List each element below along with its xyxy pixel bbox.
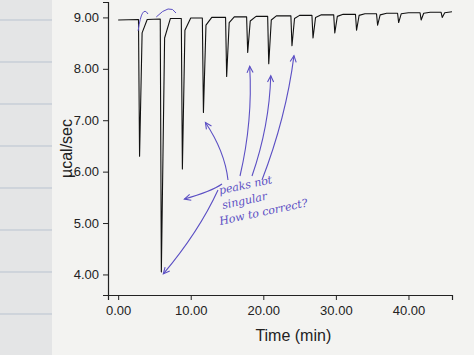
annotation: peaks notsingularHow to correct? [138,9,309,274]
annotation-arrow [262,56,294,180]
tick-label: 4.00 [74,267,99,282]
notebook-line [0,62,52,63]
arrow-head [163,267,169,274]
notebook-line [0,272,52,273]
tick-mark [103,120,108,121]
annotation-arrow [205,123,228,180]
tick-mark [191,295,192,300]
tick-label: 0.00 [106,303,131,318]
paper [0,0,474,355]
tick-mark [408,295,409,300]
annotation-arrow [138,11,148,31]
tick: 10.00 [175,295,208,318]
arrow-head [290,56,296,63]
notebook-line [0,104,52,105]
tick: 4.00 [74,267,108,282]
annotation-arrow [156,9,176,17]
tick-label: 6.00 [74,164,99,179]
marks [118,12,452,272]
tick: 40.00 [393,295,426,318]
tick-mark [103,172,108,173]
notebook-line [0,188,52,189]
annotation-line: How to correct? [217,196,309,228]
x-axis-title: Time (min) [255,327,331,344]
tick-label: 10.00 [175,303,208,318]
thermogram-line [118,12,452,272]
notebook-page [0,0,52,355]
y-axis-title: µcal/sec [58,119,75,178]
axis-line [109,296,453,301]
tick-label: 7.00 [74,113,99,128]
tick-label: 5.00 [74,216,99,231]
tick-label: 8.00 [74,61,99,76]
tick: 0.00 [106,295,131,318]
arrow-head [205,123,211,130]
tick: 7.00 [74,113,108,128]
axis-line [103,3,109,296]
tick-mark [103,69,108,70]
notebook-line [0,230,52,231]
x-axis: 0.00 10.00 20.00 30.00 40.00 [106,295,452,318]
annotation-arrow [184,184,222,199]
tick-label: 9.00 [74,10,99,25]
plot: 4.00 5.00 6.00 7.00 8.00 9.00 0.00 10.00 20.00 30… [74,3,453,319]
tick: 6.00 [74,164,108,179]
tick: 9.00 [74,10,108,25]
annotation-arrow [240,66,250,176]
y-axis: 4.00 5.00 6.00 7.00 8.00 9.00 [74,3,109,296]
tick: 30.00 [320,295,353,318]
chart: 4.00 5.00 6.00 7.00 8.00 9.00 0.00 10.00 20.00 30… [0,0,474,355]
tick-label: 20.00 [248,303,281,318]
notebook-edge [0,0,52,355]
annotation-arrow [163,190,218,274]
annotation-text: peaks notsingularHow to correct? [211,167,309,228]
annotation-arrow [252,76,271,176]
tick: 20.00 [248,295,281,318]
tick-mark [103,17,108,18]
notebook-line [0,146,52,147]
notebook-line [0,20,52,21]
tick-mark [263,295,264,300]
arrow-head [184,194,191,200]
tick: 8.00 [74,61,108,76]
arrow-head [247,66,253,72]
tick-mark [118,295,119,300]
notebook-line [0,314,52,315]
tick-label: 30.00 [320,303,353,318]
tick: 5.00 [74,216,108,231]
arrow-head [268,76,274,82]
tick-mark [103,223,108,224]
tick-mark [336,295,337,300]
tick-mark [103,274,108,275]
tick-label: 40.00 [393,303,426,318]
